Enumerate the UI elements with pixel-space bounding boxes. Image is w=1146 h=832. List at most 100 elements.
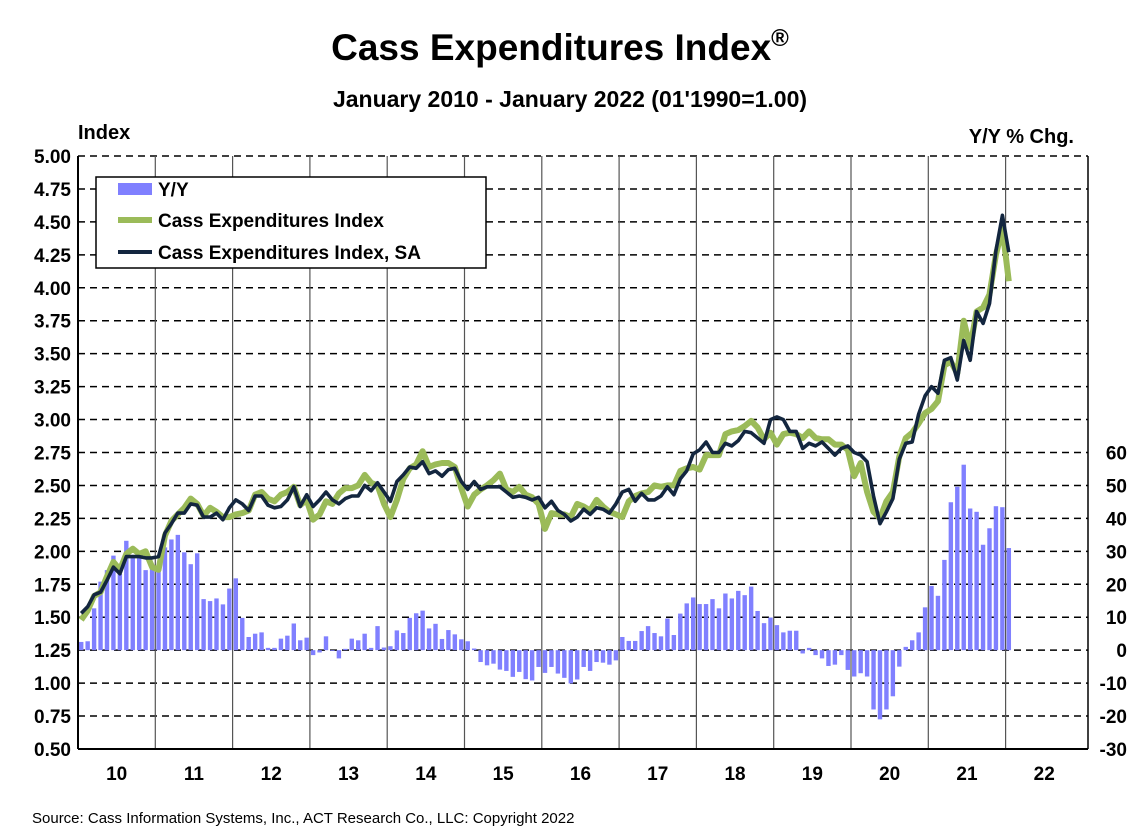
yoy-bar [723, 593, 728, 651]
yoy-bar [768, 617, 773, 651]
yoy-bar [639, 631, 644, 651]
yoy-bar [774, 625, 780, 651]
yoy-bar [343, 648, 348, 651]
chart-title: Cass Expenditures Index® [331, 25, 789, 68]
yoy-bar [426, 628, 432, 651]
yoy-bar [858, 650, 863, 674]
yoy-bar [922, 607, 928, 651]
yoy-bar [420, 610, 425, 651]
yoy-bar [162, 547, 168, 651]
yoy-bar [452, 634, 458, 651]
x-tick-label: 16 [570, 764, 591, 785]
left-tick-label: 2.75 [34, 444, 71, 465]
yoy-bar [897, 650, 902, 667]
right-tick-label: 50 [1106, 476, 1127, 497]
yoy-bar [536, 650, 541, 667]
yoy-bar [781, 632, 786, 651]
legend-label-sa: Cass Expenditures Index, SA [158, 243, 421, 264]
yoy-bar [330, 650, 335, 651]
yoy-bar [227, 588, 232, 651]
left-tick-label: 2.00 [34, 542, 71, 563]
yoy-bar [510, 650, 516, 677]
yoy-bar [130, 556, 135, 651]
yoy-bar [388, 646, 393, 651]
yoy-bar [201, 599, 206, 651]
yoy-bar [626, 640, 631, 651]
yoy-bar [252, 633, 258, 651]
yoy-bar [755, 610, 760, 651]
right-tick-label: 10 [1106, 608, 1127, 629]
left-axis-label: Index [78, 122, 130, 144]
x-tick-label: 12 [261, 764, 282, 785]
yoy-bar [929, 585, 934, 651]
yoy-bars [79, 464, 1012, 720]
yoy-bar [742, 595, 747, 651]
yoy-bar [233, 578, 239, 651]
left-tick-label: 2.25 [34, 509, 71, 530]
right-tick-label: -20 [1100, 707, 1127, 728]
yoy-bar [336, 650, 342, 659]
right-tick-label: -30 [1100, 740, 1127, 761]
yoy-bar [710, 599, 715, 651]
yoy-bar [549, 650, 554, 667]
yoy-bar [194, 553, 200, 651]
right-tick-label: 40 [1106, 509, 1127, 530]
yoy-bar [310, 650, 316, 656]
yoy-bar [104, 570, 110, 651]
yoy-bar [471, 648, 477, 651]
right-tick-label: -10 [1100, 674, 1127, 695]
yoy-bar [819, 650, 825, 659]
yoy-bar [652, 633, 657, 651]
yoy-bar [716, 608, 722, 651]
yoy-bar [633, 640, 638, 651]
yoy-bar [240, 617, 245, 651]
yoy-bar [117, 574, 123, 651]
yoy-bar [523, 650, 528, 680]
yoy-bar [169, 539, 174, 651]
yoy-bar [143, 570, 148, 651]
yoy-bar [961, 464, 966, 651]
yoy-bar [484, 650, 490, 666]
yoy-bar [542, 650, 548, 673]
yoy-bar [935, 595, 941, 651]
yoy-bar [298, 640, 303, 651]
yoy-bar [220, 604, 226, 651]
left-tick-label: 1.50 [34, 608, 71, 629]
yoy-bar [459, 639, 464, 651]
left-tick-label: 0.50 [34, 740, 71, 761]
yoy-bar [79, 641, 84, 651]
sa-index-line [79, 213, 1011, 615]
yoy-bar [980, 544, 986, 651]
yoy-bar [877, 650, 883, 720]
legend-swatch-yoy [118, 183, 152, 195]
yoy-bar [607, 650, 612, 665]
yoy-bar [362, 633, 367, 651]
x-tick-label: 13 [338, 764, 359, 785]
yoy-bar [852, 650, 857, 677]
index-lines [78, 213, 1012, 622]
yoy-bar [697, 604, 702, 651]
left-tick-label: 5.00 [34, 147, 71, 168]
yoy-bar [491, 650, 496, 664]
yoy-bar [555, 650, 561, 674]
left-tick-label: 3.50 [34, 345, 71, 366]
yoy-bar [214, 598, 219, 651]
yoy-bar [684, 603, 689, 651]
x-tick-label: 20 [879, 764, 900, 785]
yoy-bar [188, 564, 193, 651]
source-note: Source: Cass Information Systems, Inc., … [32, 810, 574, 827]
yoy-bar [620, 636, 625, 651]
yoy-bar [974, 511, 979, 651]
yoy-bar [349, 638, 354, 651]
yoy-bar [317, 650, 322, 653]
yoy-bar [839, 650, 844, 656]
yoy-bar [987, 528, 992, 651]
yoy-bar [993, 506, 999, 651]
yoy-bar [942, 559, 947, 651]
yoy-bar [678, 613, 683, 651]
yoy-bar [826, 650, 831, 666]
gridlines [78, 155, 1088, 749]
yoy-bar [600, 650, 606, 663]
yoy-bar [149, 566, 155, 651]
